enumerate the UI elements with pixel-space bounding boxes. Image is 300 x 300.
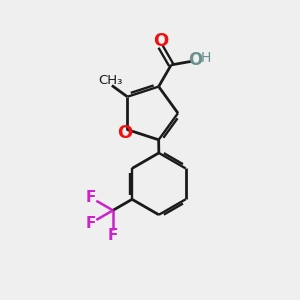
Text: CH₃: CH₃ [98, 74, 123, 87]
Text: O: O [117, 124, 133, 142]
Text: F: F [108, 229, 118, 244]
Text: F: F [85, 190, 96, 205]
Text: O: O [153, 32, 168, 50]
Text: O: O [188, 51, 203, 69]
Text: F: F [85, 216, 96, 231]
Text: H: H [201, 51, 211, 65]
